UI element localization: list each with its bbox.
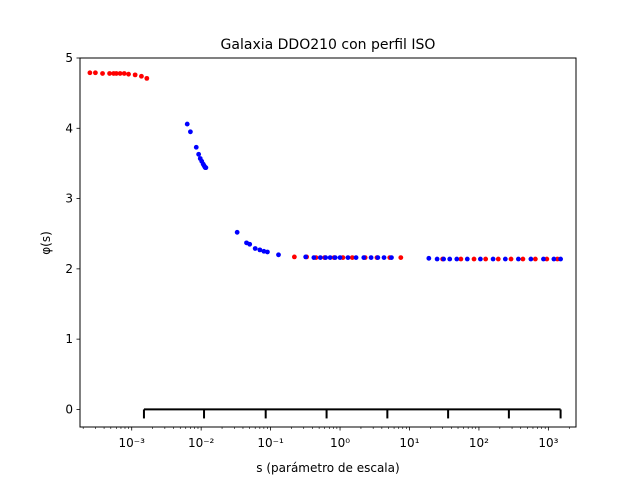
plot-frame [79, 57, 577, 428]
data-point [144, 75, 150, 81]
data-point [551, 256, 557, 262]
data-point [234, 229, 240, 235]
data-point [93, 70, 98, 76]
data-point [349, 255, 355, 261]
data-point [528, 256, 534, 262]
points-layer [87, 70, 563, 262]
data-point [100, 71, 105, 76]
data-point [398, 255, 404, 261]
x-tick-label: 10⁻³ [119, 436, 146, 450]
data-point [389, 255, 394, 261]
data-point [117, 71, 123, 76]
data-point [458, 256, 464, 262]
data-point [508, 256, 514, 262]
data-point [132, 72, 138, 78]
x-tick-label: 10¹ [399, 436, 419, 450]
data-point [87, 70, 93, 76]
data-point [447, 256, 453, 262]
data-point [434, 256, 440, 262]
data-point [126, 71, 131, 77]
data-point [193, 144, 199, 150]
y-tick-label: 4 [65, 121, 73, 135]
data-point [107, 71, 112, 76]
x-tick-label: 10² [469, 436, 489, 450]
data-point [454, 256, 460, 262]
data-point [337, 255, 343, 261]
x-tick-label: 10⁻¹ [257, 436, 284, 450]
data-point [353, 255, 359, 261]
data-point [196, 151, 202, 157]
y-tick-label: 5 [65, 51, 73, 65]
data-point [332, 255, 338, 261]
y-tick-label: 2 [65, 262, 73, 276]
data-point [257, 247, 263, 253]
data-point [203, 165, 209, 171]
data-point [252, 246, 258, 251]
chart-title: Galaxia DDO210 con perfil ISO [221, 37, 436, 53]
y-axis-label: φ(s) [39, 231, 53, 255]
data-point [317, 255, 323, 261]
data-point [368, 255, 374, 261]
data-point [375, 255, 381, 261]
bracket-annotation [142, 408, 562, 419]
data-point [515, 256, 521, 262]
data-point [541, 256, 546, 262]
data-point [544, 256, 550, 262]
data-point [247, 241, 253, 247]
x-axis-ticks: 10⁻³ 10⁻² 10⁻¹ 10⁰ 10¹ 10² 10³ [82, 427, 570, 450]
data-point [483, 256, 489, 262]
data-point [265, 249, 270, 255]
data-point [291, 254, 297, 260]
x-axis-label: s (parámetro de escala) [256, 461, 399, 475]
data-point [558, 256, 563, 262]
data-point [323, 255, 329, 261]
data-point [311, 255, 317, 261]
data-point [139, 73, 144, 79]
data-point [495, 256, 501, 262]
plot-area [79, 57, 577, 428]
data-point [477, 256, 483, 262]
y-tick-label: 1 [65, 332, 73, 346]
data-point [471, 256, 477, 262]
data-point [361, 255, 367, 261]
data-point [184, 121, 190, 127]
data-point [121, 71, 127, 76]
data-point [426, 255, 432, 261]
data-point [261, 248, 267, 254]
x-tick-label: 10⁰ [330, 436, 350, 450]
data-point [381, 255, 387, 261]
data-point [276, 252, 281, 258]
y-tick-label: 0 [65, 402, 73, 416]
data-point [113, 71, 119, 76]
data-point [464, 256, 470, 262]
data-point [490, 256, 496, 262]
data-point [303, 254, 309, 260]
data-point [532, 256, 538, 262]
data-point [520, 256, 526, 262]
y-axis-ticks: 0 1 2 3 4 5 [65, 51, 80, 416]
y-tick-label: 3 [65, 192, 73, 206]
data-point [502, 256, 508, 262]
data-point [441, 256, 447, 262]
data-point [327, 255, 333, 261]
x-tick-label: 10³ [538, 436, 558, 450]
x-tick-label: 10⁻² [188, 436, 215, 450]
data-point [345, 255, 351, 261]
data-point [188, 129, 193, 135]
